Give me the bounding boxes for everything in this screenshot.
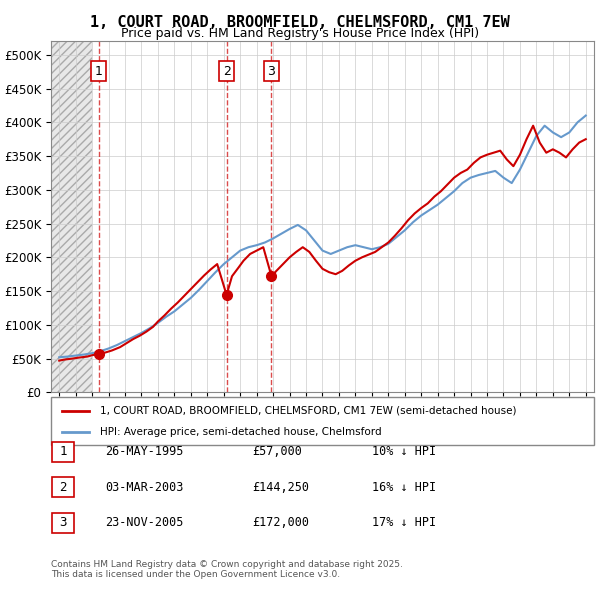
Text: 17% ↓ HPI: 17% ↓ HPI — [372, 516, 436, 529]
Text: HPI: Average price, semi-detached house, Chelmsford: HPI: Average price, semi-detached house,… — [100, 427, 382, 437]
Text: 1, COURT ROAD, BROOMFIELD, CHELMSFORD, CM1 7EW: 1, COURT ROAD, BROOMFIELD, CHELMSFORD, C… — [90, 15, 510, 30]
FancyBboxPatch shape — [52, 477, 74, 497]
Text: 23-NOV-2005: 23-NOV-2005 — [105, 516, 184, 529]
Text: £144,250: £144,250 — [252, 481, 309, 494]
Text: 1, COURT ROAD, BROOMFIELD, CHELMSFORD, CM1 7EW (semi-detached house): 1, COURT ROAD, BROOMFIELD, CHELMSFORD, C… — [100, 405, 517, 415]
Text: 3: 3 — [59, 516, 67, 529]
Text: 26-MAY-1995: 26-MAY-1995 — [105, 445, 184, 458]
Text: 10% ↓ HPI: 10% ↓ HPI — [372, 445, 436, 458]
Text: 1: 1 — [59, 445, 67, 458]
Bar — [51, 41, 92, 392]
Text: Contains HM Land Registry data © Crown copyright and database right 2025.
This d: Contains HM Land Registry data © Crown c… — [51, 560, 403, 579]
Text: 2: 2 — [223, 65, 230, 78]
Text: Price paid vs. HM Land Registry's House Price Index (HPI): Price paid vs. HM Land Registry's House … — [121, 27, 479, 40]
FancyBboxPatch shape — [51, 397, 594, 445]
Text: £57,000: £57,000 — [252, 445, 302, 458]
FancyBboxPatch shape — [52, 442, 74, 462]
Text: 3: 3 — [268, 65, 275, 78]
FancyBboxPatch shape — [52, 513, 74, 533]
Text: 2: 2 — [59, 481, 67, 494]
Text: £172,000: £172,000 — [252, 516, 309, 529]
Text: 16% ↓ HPI: 16% ↓ HPI — [372, 481, 436, 494]
Text: 03-MAR-2003: 03-MAR-2003 — [105, 481, 184, 494]
Text: 1: 1 — [95, 65, 103, 78]
Bar — [51, 41, 92, 392]
